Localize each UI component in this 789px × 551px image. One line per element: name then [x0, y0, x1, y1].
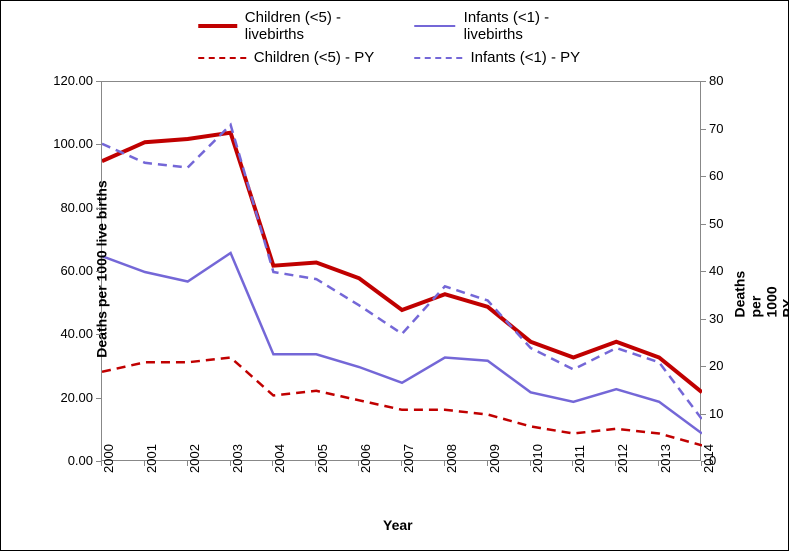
y2-tick-label: 50 [709, 216, 723, 231]
x-tick [144, 461, 145, 466]
series-line [102, 358, 702, 446]
y1-tick-label: 20.00 [41, 390, 93, 405]
x-tick [401, 461, 402, 466]
y1-tick-label: 120.00 [41, 73, 93, 88]
x-tick [444, 461, 445, 466]
y1-tick-label: 40.00 [41, 326, 93, 341]
legend-line-swatch [198, 24, 237, 28]
legend-line-swatch [415, 57, 463, 59]
y2-tick [701, 224, 706, 225]
x-tick [187, 461, 188, 466]
x-tick [572, 461, 573, 466]
y1-tick [96, 271, 101, 272]
y1-tick [96, 81, 101, 82]
x-tick [272, 461, 273, 466]
legend-line-swatch [198, 57, 246, 59]
plot-svg [102, 82, 702, 462]
y2-tick-label: 70 [709, 121, 723, 136]
y2-tick-label: 20 [709, 358, 723, 373]
x-axis-label: Year [383, 517, 413, 533]
y1-tick-label: 0.00 [41, 453, 93, 468]
legend-label: Infants (<1) - PY [471, 49, 581, 66]
y-axis-right-label: Deaths per 1000 PY [732, 269, 789, 318]
x-tick [615, 461, 616, 466]
plot-area [101, 81, 701, 461]
y1-tick [96, 208, 101, 209]
y1-tick-label: 100.00 [41, 136, 93, 151]
legend-label: Infants (<1) - livebirths [464, 9, 592, 43]
y2-tick [701, 129, 706, 130]
legend-item: Infants (<1) - PY [415, 49, 592, 66]
y2-tick [701, 176, 706, 177]
legend-item: Infants (<1) - livebirths [415, 9, 592, 43]
y2-tick-label: 10 [709, 406, 723, 421]
x-tick [530, 461, 531, 466]
y1-tick [96, 144, 101, 145]
x-tick [658, 461, 659, 466]
x-tick [230, 461, 231, 466]
x-tick [315, 461, 316, 466]
series-line [102, 133, 702, 393]
y2-tick [701, 414, 706, 415]
chart-container: Children (<5) - livebirths Infants (<1) -… [0, 0, 789, 551]
legend-label: Children (<5) - PY [254, 49, 374, 66]
legend-item: Children (<5) - PY [198, 49, 375, 66]
x-tick [358, 461, 359, 466]
legend: Children (<5) - livebirths Infants (<1) -… [198, 9, 592, 66]
y2-tick-label: 40 [709, 263, 723, 278]
x-tick [487, 461, 488, 466]
legend-item: Children (<5) - livebirths [198, 9, 375, 43]
y2-tick [701, 81, 706, 82]
y2-tick [701, 366, 706, 367]
y1-tick [96, 334, 101, 335]
legend-label: Children (<5) - livebirths [245, 9, 375, 43]
x-tick [101, 461, 102, 466]
y2-tick [701, 319, 706, 320]
x-tick [701, 461, 702, 466]
y2-tick-label: 30 [709, 311, 723, 326]
y1-tick [96, 398, 101, 399]
y1-tick-label: 80.00 [41, 200, 93, 215]
legend-line-swatch [415, 25, 456, 27]
y2-tick-label: 60 [709, 168, 723, 183]
y2-tick [701, 271, 706, 272]
y1-tick-label: 60.00 [41, 263, 93, 278]
series-line [102, 125, 702, 420]
y2-tick-label: 80 [709, 73, 723, 88]
